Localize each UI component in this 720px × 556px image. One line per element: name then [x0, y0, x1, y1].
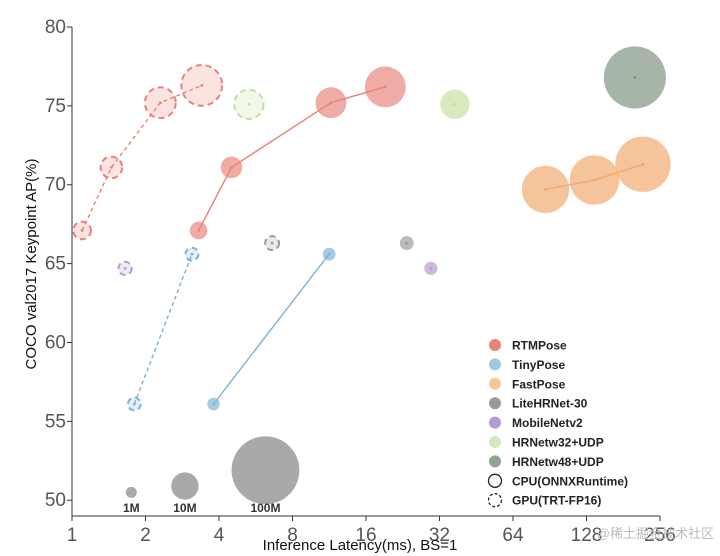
y-tick-label: 65: [45, 254, 66, 275]
legend-marker: [489, 377, 501, 390]
fastpose-cpu-point-center: [593, 178, 596, 182]
rtmpose-gpu-line: [81, 84, 203, 231]
rtmpose-gpu-point-center: [158, 101, 162, 105]
rtmpose-gpu-point-center: [80, 229, 84, 232]
legend-item-cpu-onnxruntime: CPU(ONNXRuntime): [487, 473, 628, 488]
legend-marker: [489, 455, 501, 468]
x-axis-label: Inference Latency(ms), BS=1: [263, 537, 458, 554]
fastpose-cpu-point-center: [641, 162, 645, 166]
size-legend-bubble: [125, 486, 137, 498]
x-tick-label: 4: [214, 525, 225, 546]
legend: RTMPose TinyPose FastPose LiteHRNet-30 Mobil…: [487, 339, 628, 508]
rtmpose-gpu-point-center: [109, 165, 113, 169]
legend-marker: [489, 339, 501, 351]
legend-marker: [487, 473, 503, 488]
rtmpose-cpu-line: [197, 86, 386, 231]
series-lines: [81, 84, 644, 405]
y-tick-label: 75: [45, 96, 66, 117]
fastpose-cpu-point-center: [544, 188, 547, 191]
watermark: @稀土掘金技术社区: [597, 526, 714, 541]
litehrnet-30-gpu-point-center: [270, 241, 274, 245]
legend-item-hrnetw32-udp: HRNetw32+UDP: [489, 436, 604, 450]
x-tick-label: 128: [571, 525, 603, 546]
legend-marker: [489, 436, 501, 448]
tinypose-gpu-point-center: [132, 402, 136, 406]
y-tick-label: 50: [45, 490, 66, 511]
legend-label: MobileNetv2: [512, 416, 583, 430]
tinypose-gpu-line: [133, 253, 193, 405]
rtmpose-gpu-point-center: [200, 83, 204, 87]
legend-label: HRNetw32+UDP: [512, 436, 604, 450]
x-tick-label: 1: [67, 525, 78, 546]
legend-marker: [487, 493, 503, 508]
legend-item-rtmpose: RTMPose: [489, 339, 567, 353]
axes: 50 55 60 65 70 75 80 1 2 4 8 16 32 64 128 256: [45, 17, 676, 546]
rtmpose-cpu-point-center: [329, 101, 333, 105]
y-tick-label: 60: [45, 332, 66, 353]
y-axis-label: COCO val2017 Keypoint AP(%): [23, 159, 40, 370]
tinypose-cpu-point-center: [212, 402, 215, 406]
size-legend-label: 10M: [173, 501, 196, 515]
legend-item-mobilenetv2: MobileNetv2: [489, 416, 583, 430]
mobilenetv2-gpu-point-center: [123, 266, 127, 270]
tinypose-cpu-line: [213, 253, 330, 405]
hrnetw32-udp-cpu-point-center: [453, 102, 457, 106]
legend-label: FastPose: [512, 377, 566, 391]
legend-marker: [489, 358, 501, 371]
legend-item-tinypose: TinyPose: [489, 358, 565, 372]
legend-label: CPU(ONNXRuntime): [512, 474, 628, 488]
rtmpose-cpu-point-center: [197, 229, 201, 232]
legend-label: GPU(TRT-FP16): [512, 494, 601, 508]
legend-item-hrnetw48-udp: HRNetw48+UDP: [489, 455, 604, 469]
hrnetw48-udp-cpu-point-center: [633, 76, 637, 79]
x-tick-label: 64: [502, 525, 524, 546]
size-legend-label: 100M: [250, 501, 280, 515]
legend-item-gpu-trt-fp16: GPU(TRT-FP16): [487, 493, 601, 508]
legend-label: TinyPose: [512, 358, 565, 372]
x-tick-label: 16: [355, 525, 376, 546]
x-tick-label: 8: [287, 525, 298, 546]
mobilenetv2-cpu-point-center: [429, 266, 433, 270]
x-tick-label: 32: [429, 525, 450, 546]
legend-label: RTMPose: [512, 339, 567, 353]
legend-marker: [489, 397, 501, 410]
x-tick-label: 256: [644, 525, 676, 546]
y-tick-label: 70: [45, 175, 66, 196]
hrnetw32-udp-gpu-point-center: [247, 102, 251, 106]
legend-label: LiteHRNet-30: [512, 397, 588, 411]
legend-item-litehrnet-30: LiteHRNet-30: [489, 397, 588, 411]
rtmpose-cpu-point-center: [230, 165, 233, 169]
size-legend-label: 1M: [123, 501, 140, 515]
tinypose-cpu-point-center: [327, 252, 331, 256]
size-legend: 1M 10M 100M: [123, 436, 300, 515]
data-bubbles: [72, 46, 671, 412]
y-tick-label: 55: [45, 411, 66, 432]
rtmpose-cpu-point-center: [383, 85, 387, 89]
size-legend-bubble: [171, 472, 199, 500]
size-legend-bubble: [231, 436, 300, 505]
tinypose-gpu-point-center: [190, 252, 194, 256]
legend-marker: [489, 416, 501, 429]
legend-item-fastpose: FastPose: [489, 377, 566, 391]
legend-label: HRNetw48+UDP: [512, 455, 604, 469]
x-tick-label: 2: [140, 525, 151, 546]
y-tick-label: 80: [45, 17, 66, 38]
litehrnet-30-cpu-point-center: [405, 241, 409, 245]
